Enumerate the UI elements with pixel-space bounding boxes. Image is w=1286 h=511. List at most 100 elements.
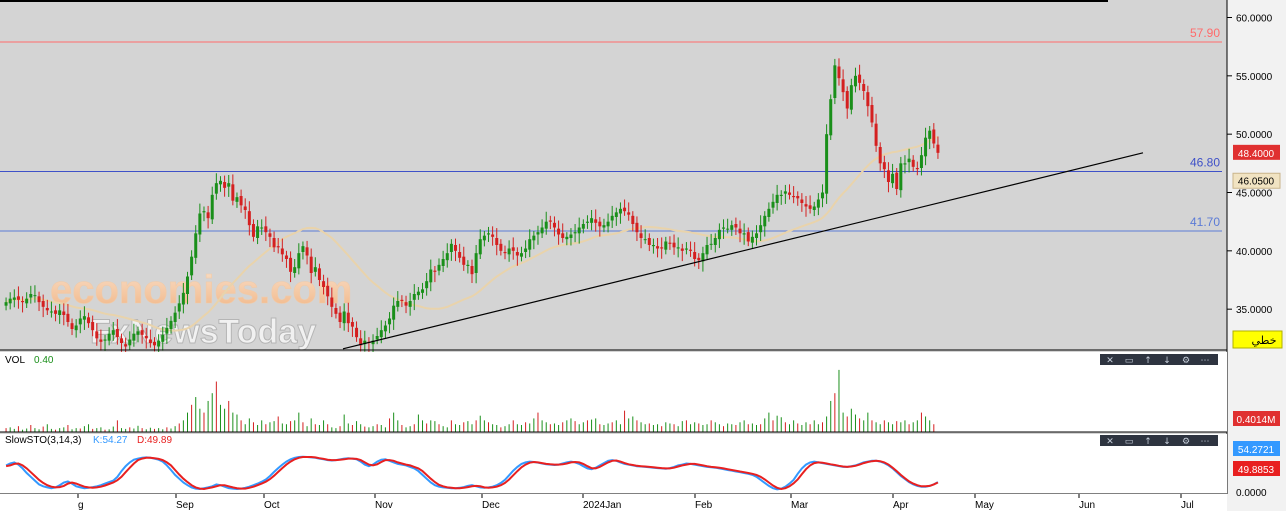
last-price-value: 48.4000: [1238, 149, 1275, 160]
candle-body: [124, 344, 128, 347]
candle-body: [128, 339, 132, 346]
candle-body: [425, 281, 429, 289]
volume-more-icon[interactable]: ⋯: [1201, 356, 1210, 366]
candle-body: [136, 331, 140, 335]
volume-move-down-icon[interactable]: ↓: [1163, 356, 1171, 366]
volume-move-up-icon[interactable]: ↑: [1144, 356, 1152, 366]
candle-body: [239, 196, 243, 206]
candle-body: [614, 212, 618, 217]
candle-body: [190, 256, 194, 276]
candle-body: [581, 224, 585, 229]
candle-body: [78, 318, 82, 325]
candle-body: [585, 221, 589, 223]
candle-body: [202, 211, 206, 213]
level-label: 41.70: [1190, 215, 1220, 229]
candle-body: [701, 253, 705, 262]
volume-close-icon[interactable]: ✕: [1106, 356, 1114, 366]
candle-body: [280, 248, 284, 255]
candle-body: [594, 219, 598, 223]
candle-body: [829, 99, 833, 136]
ma-value-label: 46.0500: [1238, 176, 1275, 187]
candle-body: [862, 84, 866, 91]
volume-controls-bar: [1100, 354, 1218, 365]
candle-body: [845, 91, 849, 109]
candle-body: [87, 317, 91, 324]
candle-body: [664, 241, 668, 250]
volume-background: [0, 352, 1227, 432]
ma-value-badge: [1232, 172, 1281, 189]
candle-body: [140, 330, 144, 335]
candle-body: [919, 155, 923, 168]
candle-body: [763, 215, 767, 227]
candle-body: [552, 222, 556, 228]
candle-body: [392, 305, 396, 320]
candle-body: [169, 320, 173, 329]
candle-body: [49, 311, 53, 313]
candle-body: [915, 168, 919, 170]
x-tick-label: 2024Jan: [583, 500, 621, 511]
candle-body: [536, 232, 540, 235]
x-tick-label: Jul: [1181, 500, 1194, 511]
stochastic-minimize-icon[interactable]: ▭: [1125, 437, 1134, 447]
candle-body: [326, 285, 330, 297]
candle-body: [350, 322, 354, 327]
drawing-tool-badge[interactable]: [1232, 330, 1283, 349]
candle-body: [355, 327, 359, 338]
volume-settings-icon[interactable]: ⚙: [1182, 356, 1190, 366]
candle-body: [623, 207, 627, 212]
candle-body: [924, 137, 928, 157]
candle-body: [577, 227, 581, 234]
candle-body: [107, 333, 111, 341]
candle-body: [120, 338, 124, 343]
candle-body: [313, 267, 317, 272]
stochastic-more-icon[interactable]: ⋯: [1201, 437, 1210, 447]
candle-body: [730, 225, 734, 230]
x-tick-label: Mar: [791, 500, 809, 511]
candle-body: [400, 299, 404, 301]
candle-body: [495, 238, 499, 245]
candle-body: [309, 256, 313, 273]
candle-body: [478, 239, 482, 255]
y-tick-label: 45.0000: [1236, 189, 1273, 200]
candle-body: [264, 226, 268, 233]
stochastic-d-value: 49.8853: [1238, 465, 1275, 476]
stochastic-settings-icon[interactable]: ⚙: [1182, 437, 1190, 447]
candle-body: [759, 225, 763, 233]
candle-body: [289, 257, 293, 272]
candle-body: [66, 313, 70, 322]
candle-body: [363, 340, 367, 345]
volume-minimize-icon[interactable]: ▭: [1125, 356, 1134, 366]
stochastic-move-up-icon[interactable]: ↑: [1144, 437, 1152, 447]
stochastic-k-badge: [1233, 441, 1280, 456]
candle-body: [932, 129, 936, 144]
candle-body: [598, 221, 602, 227]
candle-body: [70, 323, 74, 329]
candle-body: [866, 92, 870, 107]
volume-title: VOL: [5, 355, 25, 366]
candle-body: [161, 334, 165, 342]
candle-body: [148, 339, 152, 343]
candle-body: [746, 232, 750, 242]
candle-body: [173, 312, 177, 322]
candle-body: [181, 292, 185, 305]
candle-body: [99, 339, 103, 342]
candle-body: [491, 234, 495, 237]
candle-body: [111, 330, 115, 335]
candle-body: [218, 180, 222, 185]
candle-body: [371, 340, 375, 345]
candle-body: [499, 243, 503, 251]
stochastic-background: [0, 434, 1227, 494]
candle-body: [21, 301, 25, 303]
stochastic-close-icon[interactable]: ✕: [1106, 437, 1114, 447]
candle-body: [268, 233, 272, 237]
level-label: 46.80: [1190, 156, 1220, 170]
stochastic-move-down-icon[interactable]: ↓: [1163, 437, 1171, 447]
candle-body: [796, 196, 800, 199]
candle-body: [610, 215, 614, 221]
candle-body: [317, 268, 321, 280]
candle-body: [334, 308, 338, 314]
candle-body: [25, 298, 29, 304]
candle-body: [709, 243, 713, 245]
